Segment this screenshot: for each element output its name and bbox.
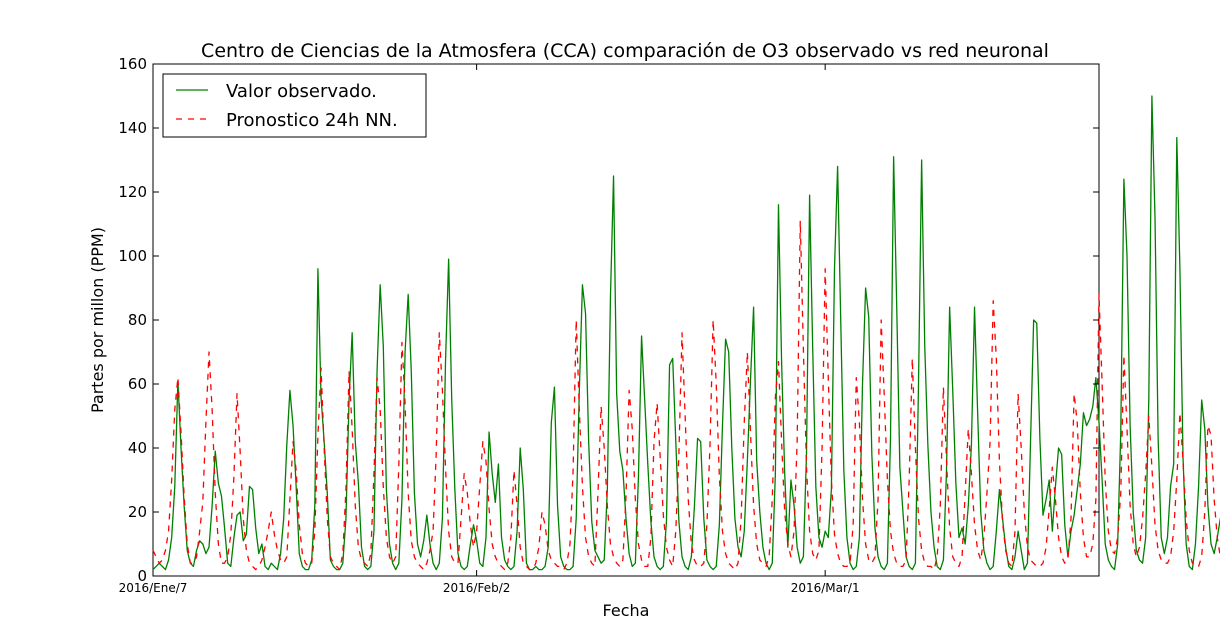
series-layer [152,95,1220,571]
y-tick-label-60: 60 [128,375,147,393]
y-tick-label-20: 20 [128,503,147,521]
y-tick-label-40: 40 [128,439,147,457]
series-line-1 [152,220,1220,571]
legend-box [162,73,427,138]
x-tick-label-1: 2016/Feb/2 [443,581,511,595]
legend-label-observed: Valor observado. [226,81,377,102]
y-tick-label-100: 100 [118,247,147,265]
series-line-0 [152,95,1220,571]
plot-area: 0 20 40 60 80 100 120 140 160 2016/Ene/7 2016/Feb/… [118,55,1220,595]
legend-label-forecast: Pronostico 24h NN. [226,110,398,131]
x-axis-label: Fecha [603,601,650,620]
ticks-layer: 0 20 40 60 80 100 120 140 160 2016/Ene/7 2016/Feb/… [118,55,1099,595]
y-tick-label-80: 80 [128,311,147,329]
legend: Valor observado. Pronostico 24h NN. [162,73,427,138]
chart-title: Centro de Ciencias de la Atmosfera (CCA)… [201,40,1049,62]
x-tick-label-2: 2016/Mar/1 [791,581,860,595]
y-tick-label-0: 0 [137,567,147,585]
x-tick-label-0: 2016/Ene/7 [119,581,188,595]
y-tick-label-120: 120 [118,183,147,201]
y-axis-label: Partes por millon (PPM) [88,227,107,413]
y-tick-label-140: 140 [118,119,147,137]
y-tick-label-160: 160 [118,55,147,73]
